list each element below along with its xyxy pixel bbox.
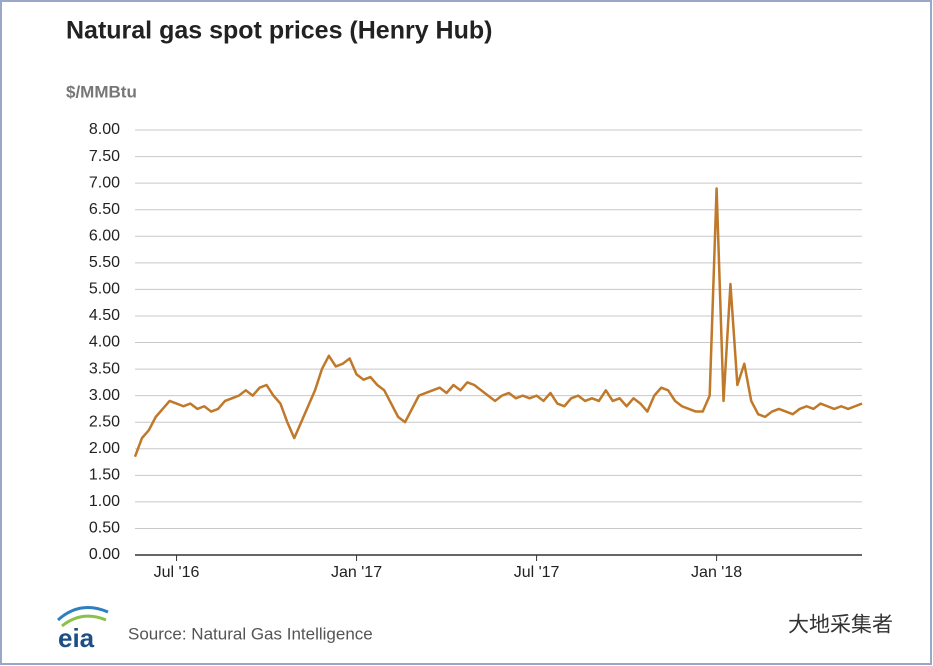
price-line <box>133 187 863 458</box>
watermark: 大地采集者 <box>788 614 893 637</box>
x-tick-label: Jul '17 <box>514 564 560 581</box>
x-tick-label: Jan '18 <box>691 564 742 581</box>
y-tick-label: 6.00 <box>89 227 120 244</box>
x-tick-label: Jan '17 <box>331 564 382 581</box>
logo-text: eia <box>58 623 95 653</box>
y-tick-label: 1.50 <box>89 467 120 484</box>
y-tick-label: 7.50 <box>89 148 120 165</box>
x-tick-label: Jul '16 <box>154 564 200 581</box>
y-axis-label: $/MMBtu <box>66 82 137 101</box>
y-tick-label: 3.50 <box>89 360 120 377</box>
y-tick-label: 8.00 <box>89 121 120 138</box>
chart-title: Natural gas spot prices (Henry Hub) <box>66 17 492 45</box>
logo-arc <box>56 606 109 622</box>
y-tick-label: 2.50 <box>89 413 120 430</box>
y-tick-label: 7.00 <box>89 174 120 191</box>
y-tick-label: 5.50 <box>89 254 120 271</box>
logo-arc <box>61 614 107 628</box>
y-tick-label: 0.50 <box>89 520 120 537</box>
logo: eia <box>56 606 109 653</box>
y-tick-label: 4.00 <box>89 334 120 351</box>
y-tick-label: 6.50 <box>89 201 120 218</box>
source: Source: Natural Gas Intelligence <box>128 624 373 643</box>
y-tick-label: 1.00 <box>89 493 120 510</box>
y-tick-label: 4.50 <box>89 307 120 324</box>
y-tick-label: 5.00 <box>89 281 120 298</box>
y-tick-label: 2.00 <box>89 440 120 457</box>
y-tick-label: 3.00 <box>89 387 120 404</box>
y-tick-label: 0.00 <box>89 546 120 563</box>
